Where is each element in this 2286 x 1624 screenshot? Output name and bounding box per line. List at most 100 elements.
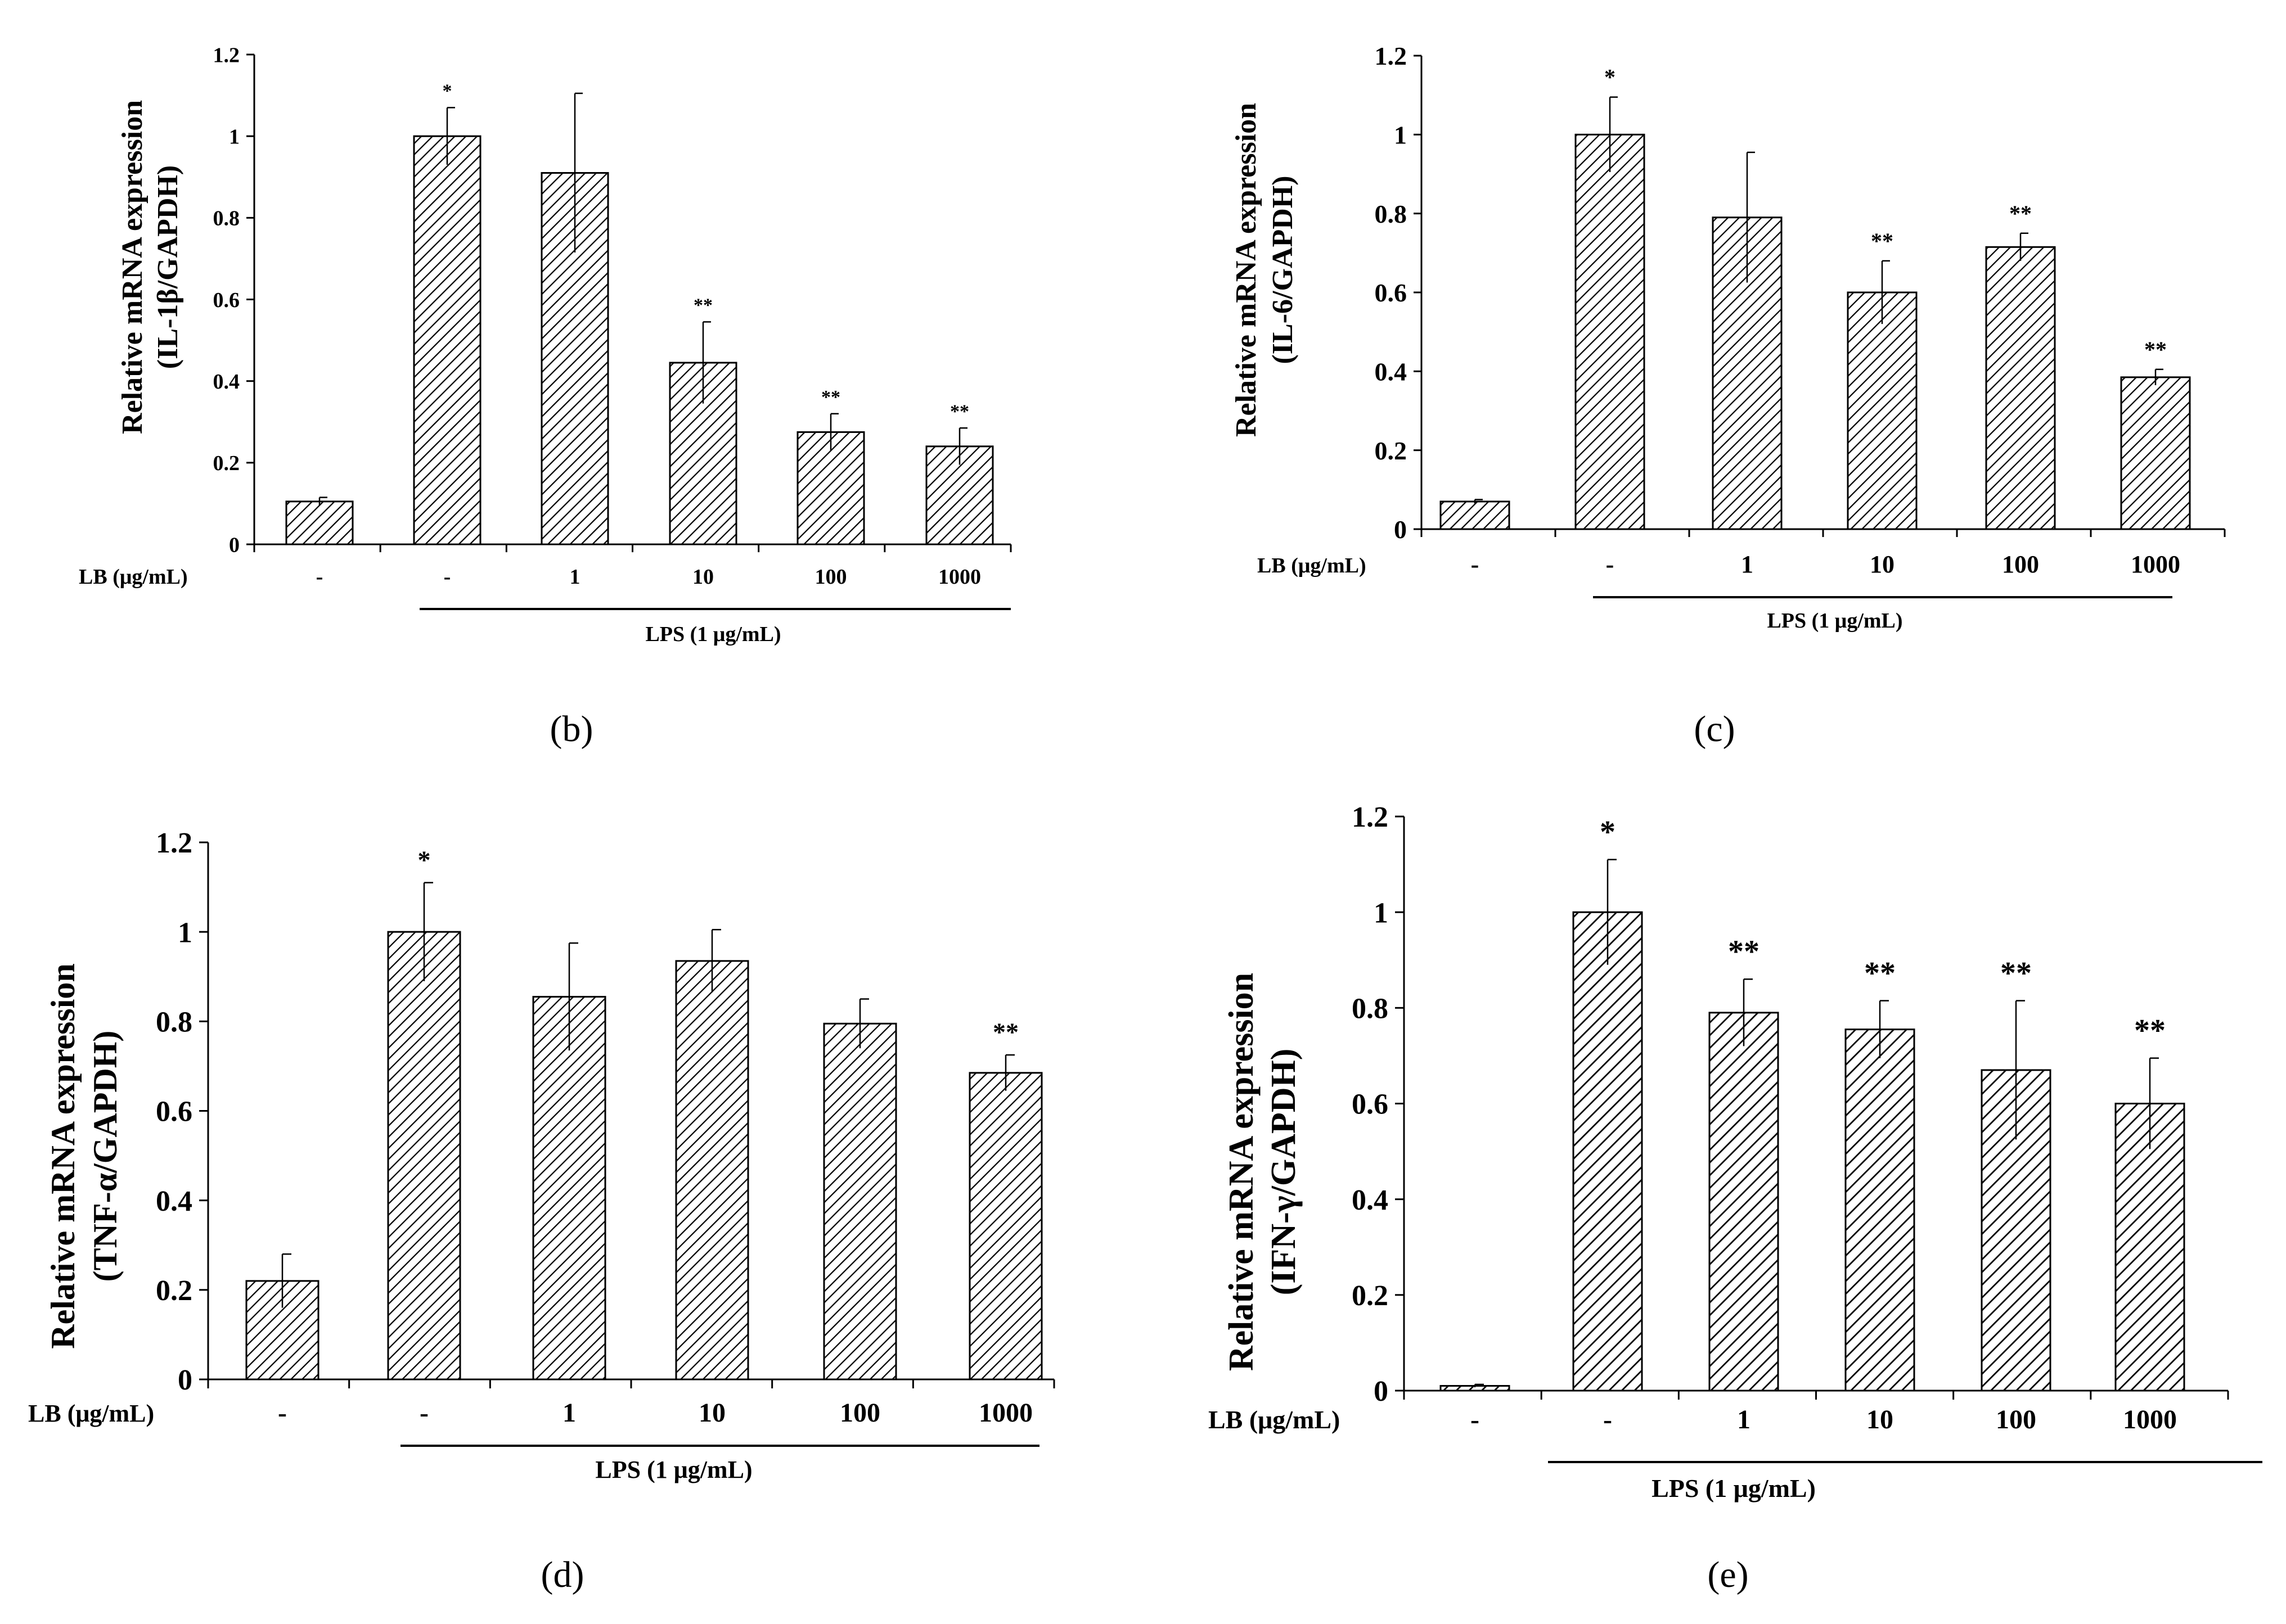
- lps-group-label: LPS (1 μg/mL): [1767, 609, 1902, 633]
- significance-label: **: [2009, 201, 2032, 226]
- significance-label: *: [1600, 815, 1616, 850]
- x-category-label: -: [444, 565, 451, 589]
- significance-label: **: [950, 401, 969, 422]
- y-tick-label: 0.8: [213, 207, 240, 231]
- y-tick-label: 0.4: [1352, 1184, 1388, 1216]
- y-tick-label: 0: [178, 1364, 192, 1396]
- plot-area: 0 0.2 0.4 0.6 0.8 1 1.2 - * - 1 ** 10 ** 100 ** 1000: [1375, 42, 2226, 598]
- x-category-label: 1: [1741, 551, 1753, 578]
- y-tick-label: 0.4: [1375, 357, 1407, 386]
- bar: [1439, 500, 1510, 530]
- bar: [1847, 291, 1918, 530]
- y-tick-label: 0.8: [1352, 993, 1388, 1025]
- y-tick-label: 0.6: [156, 1096, 192, 1128]
- bar: [1574, 133, 1645, 530]
- lps-group-label: LPS (1 μg/mL): [645, 622, 781, 646]
- y-tick-label: 0.6: [213, 288, 240, 312]
- lb-row-label: LB (μg/mL): [79, 565, 188, 589]
- y-tick-label: 0.2: [156, 1275, 192, 1307]
- x-category-label: 10: [1870, 551, 1894, 578]
- panel-letter: (b): [550, 709, 593, 750]
- x-category-label: 1: [1737, 1405, 1750, 1434]
- y-axis-label-line2: (IL-1β/GAPDH): [152, 165, 184, 369]
- y-tick-label: 0.6: [1352, 1089, 1388, 1121]
- chart-panel-e: 0 0.2 0.4 0.6 0.8 1 1.2 - * - ** 1 ** 10 ** 100 ** 1000 R…: [1208, 801, 2262, 1595]
- y-tick-label: 1: [178, 917, 192, 949]
- y-tick-label: 1: [1394, 120, 1407, 149]
- y-tick-label: 0.6: [1375, 278, 1407, 307]
- x-category-label: 1000: [2131, 551, 2180, 578]
- significance-label: **: [2144, 337, 2167, 362]
- x-category-label: 1000: [979, 1398, 1033, 1428]
- y-tick-label: 0.2: [213, 452, 240, 475]
- chart-panel-b: 0 0.2 0.4 0.6 0.8 1 1.2 - * - 1 ** 10 ** 100 ** 1000 Rel…: [79, 43, 1012, 750]
- significance-label: *: [1604, 65, 1616, 90]
- lb-row-label: LB (μg/mL): [28, 1400, 154, 1427]
- bar: [387, 931, 461, 1381]
- plot-area: 0 0.2 0.4 0.6 0.8 1 1.2 - * - 1 10 100 ** 1000: [156, 827, 1055, 1447]
- x-category-label: 1000: [938, 565, 981, 589]
- y-axis-label-line1: Relative mRNA expression: [116, 100, 148, 434]
- bar: [1708, 1012, 1779, 1392]
- lb-row-label: LB (μg/mL): [1208, 1405, 1340, 1434]
- lps-group-label: LPS (1 μg/mL): [595, 1456, 752, 1483]
- x-category-label: 1000: [2123, 1405, 2177, 1434]
- y-axis-label-line1: Relative mRNA expression: [1230, 103, 1262, 437]
- y-tick-label: 0: [1374, 1375, 1388, 1408]
- bar: [1844, 1028, 1915, 1392]
- y-tick-label: 0.8: [156, 1007, 192, 1039]
- x-category-label: 1: [570, 565, 580, 589]
- x-category-label: -: [420, 1398, 429, 1428]
- bar: [823, 1022, 897, 1381]
- bar: [1985, 246, 2056, 530]
- x-category-label: 100: [815, 565, 847, 589]
- bar: [413, 135, 482, 545]
- lps-group-label: LPS (1 μg/mL): [1652, 1474, 1816, 1503]
- y-tick-label: 0.2: [1352, 1280, 1388, 1312]
- x-category-label: 100: [2002, 551, 2039, 578]
- y-axis-label-line1: Relative mRNA expression: [1222, 973, 1261, 1371]
- x-category-label: 1: [562, 1398, 576, 1428]
- x-category-label: -: [1606, 551, 1614, 578]
- y-tick-label: 1.2: [156, 827, 192, 859]
- x-category-label: -: [1471, 551, 1479, 578]
- x-category-label: -: [1603, 1405, 1612, 1434]
- y-axis-label-line2: (TNF-α/GAPDH): [87, 1031, 124, 1282]
- significance-label: **: [821, 387, 840, 408]
- y-tick-label: 0.8: [1375, 200, 1407, 228]
- significance-label: *: [443, 81, 452, 102]
- significance-label: **: [2000, 956, 2032, 991]
- bar: [1572, 911, 1643, 1392]
- chart-panel-c: 0 0.2 0.4 0.6 0.8 1 1.2 - * - 1 ** 10 ** 100 ** 1000 Rel…: [1230, 42, 2226, 750]
- panel-letter: (e): [1707, 1554, 1748, 1595]
- y-tick-label: 0.4: [156, 1185, 192, 1217]
- plot-area: 0 0.2 0.4 0.6 0.8 1 1.2 - * - ** 1 ** 10 ** 100 ** 1000: [1352, 801, 2262, 1463]
- significance-label: **: [694, 295, 713, 316]
- y-tick-label: 1.2: [1352, 801, 1388, 833]
- bar: [532, 996, 606, 1381]
- y-tick-label: 1.2: [1375, 42, 1407, 70]
- x-category-label: -: [316, 565, 323, 589]
- lb-row-label: LB (μg/mL): [1257, 554, 1366, 578]
- y-tick-label: 1: [229, 125, 240, 148]
- panel-letter: (d): [541, 1554, 584, 1595]
- x-category-label: 10: [692, 565, 714, 589]
- bar: [285, 500, 354, 545]
- x-category-label: 100: [840, 1398, 880, 1428]
- bar: [675, 960, 749, 1381]
- panel-letter: (c): [1694, 709, 1735, 750]
- x-category-label: 10: [1866, 1405, 1893, 1434]
- y-axis-label-line1: Relative mRNA expression: [44, 963, 82, 1349]
- y-axis-label-line2: (IL-6/GAPDH): [1267, 175, 1299, 364]
- x-category-label: -: [1470, 1405, 1479, 1434]
- significance-label: **: [1728, 934, 1760, 969]
- x-category-label: 100: [1996, 1405, 2036, 1434]
- significance-label: **: [2134, 1013, 2166, 1048]
- y-tick-label: 0: [1394, 515, 1407, 544]
- x-category-label: -: [278, 1398, 287, 1428]
- significance-label: **: [993, 1018, 1019, 1046]
- y-tick-label: 0: [229, 533, 240, 557]
- x-category-label: 10: [699, 1398, 726, 1428]
- significance-label: **: [1871, 228, 1893, 254]
- significance-label: **: [1864, 956, 1896, 991]
